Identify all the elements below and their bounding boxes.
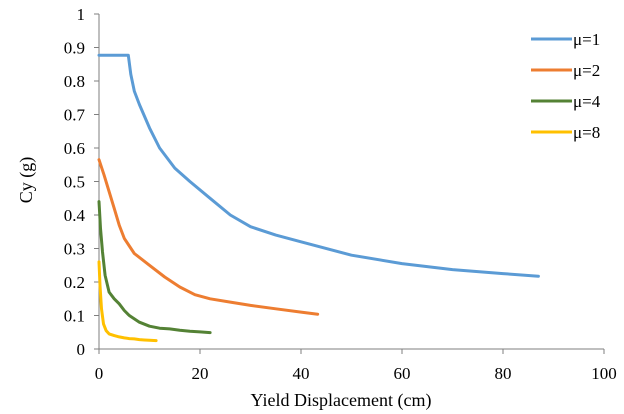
series-line-2: [97, 158, 320, 316]
y-axis-title: Cy (g): [16, 157, 37, 204]
y-tick-label: 0.1: [64, 307, 85, 326]
legend: μ=1 μ=2 μ=4 μ=8: [531, 30, 601, 142]
y-tick-label: 0.8: [64, 72, 85, 91]
plot-area: [97, 53, 540, 343]
series-line-1: [97, 53, 540, 278]
y-tick-label: 1: [77, 5, 86, 24]
y-tick-label: 0.5: [64, 173, 85, 192]
x-tick-label: 20: [192, 364, 209, 383]
x-tick-label: 40: [293, 364, 310, 383]
y-tick-label: 0.4: [64, 206, 86, 225]
series-line-3: [97, 200, 212, 335]
legend-label-3: μ=4: [573, 92, 601, 111]
x-tick-label: 60: [394, 364, 411, 383]
y-tick-label: 0: [77, 340, 86, 359]
x-tick-label: 100: [591, 364, 617, 383]
y-tick-label: 0.3: [64, 240, 85, 259]
y-tick-label: 0.6: [64, 139, 85, 158]
x-tick-label: 0: [95, 364, 104, 383]
legend-label-2: μ=2: [573, 61, 600, 80]
legend-label-1: μ=1: [573, 30, 600, 49]
y-tick-label: 0.2: [64, 273, 85, 292]
x-axis-title: Yield Displacement (cm): [251, 390, 432, 411]
y-tick-label: 0.7: [64, 106, 86, 125]
series-line-4: [97, 260, 158, 343]
axes: 0 0.1 0.2 0.3 0.4 0.5 0.6 0.7 0.8 0.9 1 0 20 40 60 80 10…: [64, 5, 617, 383]
y-tick-label: 0.9: [64, 39, 85, 58]
legend-label-4: μ=8: [573, 123, 600, 142]
x-tick-label: 80: [495, 364, 512, 383]
